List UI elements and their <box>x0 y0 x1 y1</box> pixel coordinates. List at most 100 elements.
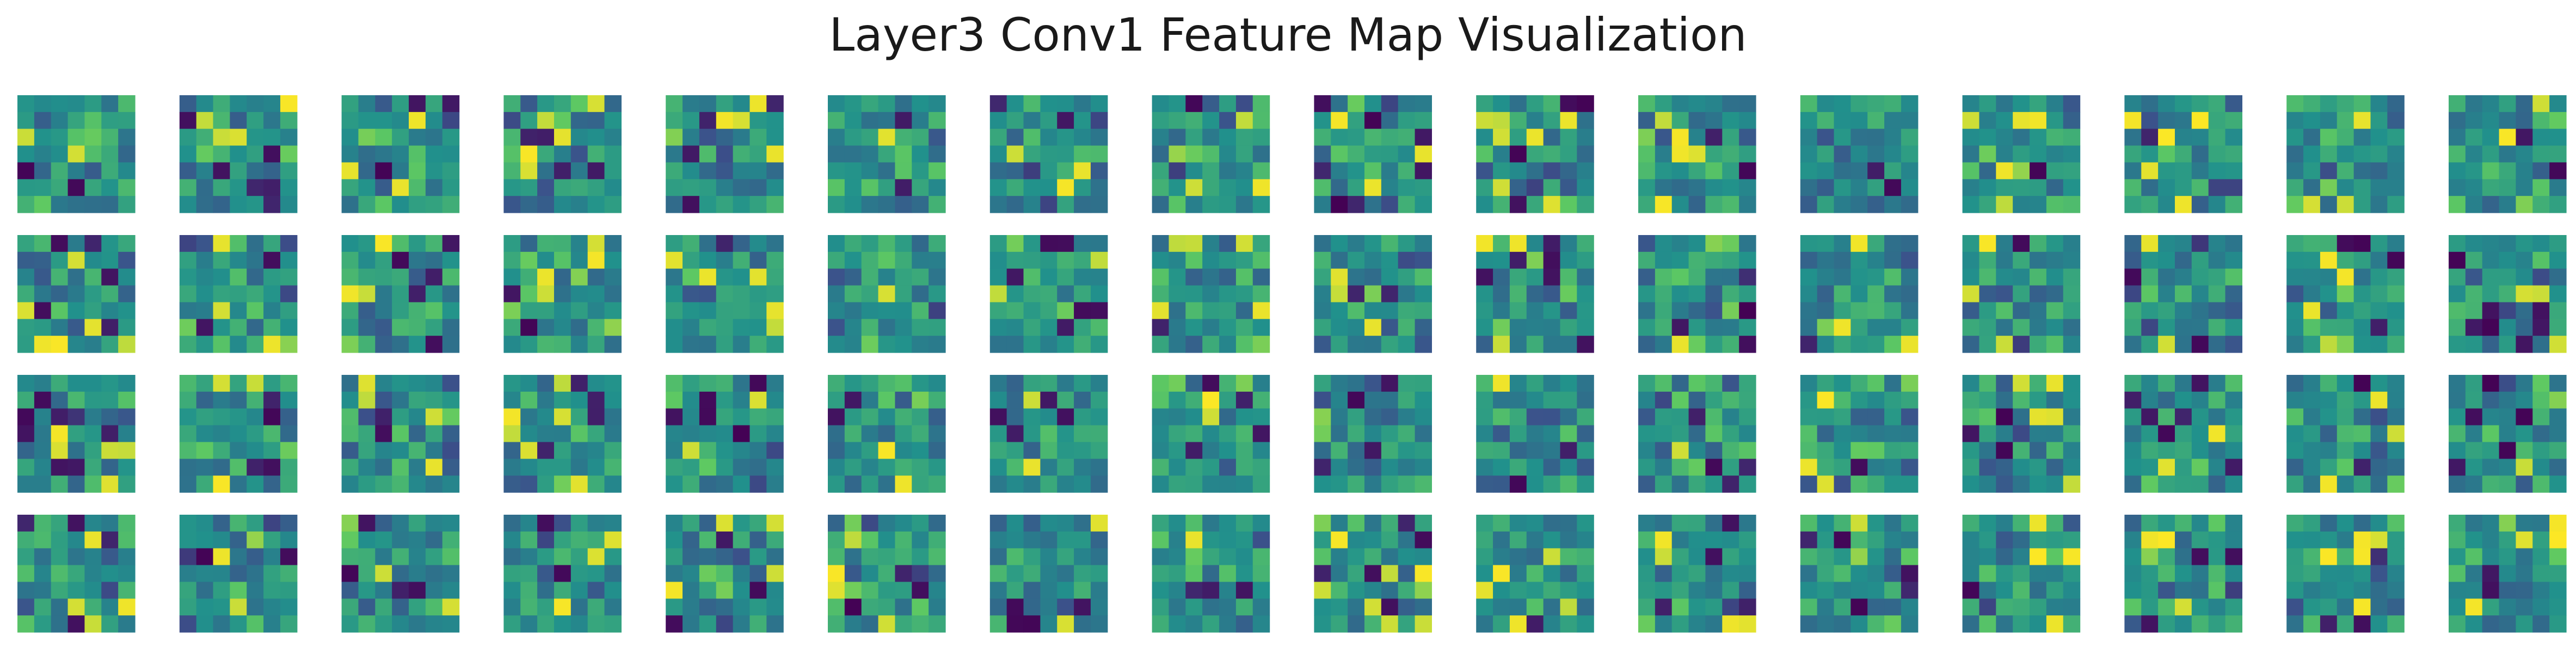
heatmap-cell <box>442 375 460 392</box>
heatmap-cell <box>733 582 751 599</box>
heatmap-cell <box>1074 476 1091 493</box>
heatmap-cell <box>230 302 247 319</box>
heatmap-cell <box>196 128 214 146</box>
heatmap-cell <box>1006 531 1024 549</box>
heatmap-cell <box>409 285 426 303</box>
heatmap-cell <box>1152 112 1170 129</box>
heatmap-cell <box>2225 375 2242 392</box>
heatmap-cell <box>844 112 862 129</box>
heatmap-cell <box>699 459 717 476</box>
heatmap-cell <box>1509 375 1527 392</box>
heatmap-cell <box>1817 95 1835 113</box>
heatmap-cell <box>1655 179 1673 196</box>
heatmap-cell <box>844 319 862 336</box>
heatmap-cell <box>1169 145 1186 163</box>
heatmap-cell <box>537 531 555 549</box>
heatmap-cell <box>2449 285 2466 303</box>
heatmap-cell <box>375 565 392 583</box>
heatmap-cell <box>2030 268 2047 286</box>
heatmap-cell <box>1057 459 1074 476</box>
heatmap-cell <box>1493 476 1510 493</box>
heatmap-cell <box>1800 196 1818 213</box>
heatmap-cell <box>537 425 555 443</box>
heatmap-cell <box>604 251 622 269</box>
heatmap-cell <box>1057 128 1074 146</box>
heatmap-cell <box>1962 442 1980 459</box>
heatmap-cell <box>51 268 69 286</box>
heatmap-cell <box>1252 375 1270 392</box>
heatmap-cell <box>34 442 52 459</box>
heatmap-cell <box>2387 235 2405 252</box>
heatmap-cell <box>1834 196 1851 213</box>
heatmap-cell <box>1526 302 1544 319</box>
heatmap-cell <box>766 459 784 476</box>
heatmap-cell <box>895 112 912 129</box>
heatmap-cell <box>2141 615 2159 633</box>
heatmap-cell <box>828 459 845 476</box>
heatmap-cell <box>84 285 102 303</box>
heatmap-cell <box>2549 375 2567 392</box>
heatmap-cell <box>2141 425 2159 443</box>
heatmap-cell <box>247 128 264 146</box>
heatmap-cell <box>1509 615 1527 633</box>
heatmap-cell <box>1560 268 1577 286</box>
heatmap-cell <box>828 548 845 566</box>
heatmap-cell <box>554 235 571 252</box>
heatmap-cell <box>1834 565 1851 583</box>
heatmap-cell <box>34 565 52 583</box>
heatmap-cell <box>1381 515 1399 532</box>
heatmap-cell <box>1688 302 1706 319</box>
heatmap-cell <box>34 112 52 129</box>
heatmap-cell <box>2046 162 2064 180</box>
heatmap-cell <box>17 598 35 616</box>
heatmap-cell <box>2013 128 2030 146</box>
heatmap-cell <box>503 515 521 532</box>
heatmap-cell <box>1040 145 1058 163</box>
heatmap-cell <box>1962 598 1980 616</box>
heatmap-cell <box>2370 565 2388 583</box>
heatmap-cell <box>2208 459 2226 476</box>
heatmap-cell <box>1638 319 1656 336</box>
heatmap-cell <box>912 582 929 599</box>
heatmap-cell <box>716 196 734 213</box>
heatmap-cell <box>1348 302 1365 319</box>
heatmap-cell <box>861 375 879 392</box>
heatmap-cell <box>84 336 102 353</box>
heatmap-cell <box>51 459 69 476</box>
heatmap-cell <box>1671 145 1689 163</box>
heatmap-cell <box>2030 548 2047 566</box>
heatmap-cell <box>263 302 281 319</box>
heatmap-cell <box>587 285 605 303</box>
heatmap-cell <box>1834 425 1851 443</box>
heatmap-cell <box>929 251 946 269</box>
heatmap-cell <box>1962 112 1980 129</box>
heatmap-cell <box>2482 128 2500 146</box>
heatmap-cell <box>247 476 264 493</box>
heatmap-cell <box>844 162 862 180</box>
heatmap-cell <box>1884 582 1902 599</box>
heatmap-cell <box>666 582 683 599</box>
heatmap-cell <box>828 95 845 113</box>
heatmap-cell <box>392 251 409 269</box>
heatmap-cell <box>392 391 409 409</box>
heatmap-cell <box>179 459 197 476</box>
heatmap-cell <box>2286 128 2304 146</box>
heatmap-cell <box>230 196 247 213</box>
heatmap-cell <box>2141 531 2159 549</box>
heatmap-cell <box>1090 598 1108 616</box>
heatmap-cell <box>1314 251 1331 269</box>
heatmap-cell <box>1415 112 1432 129</box>
heatmap-cell <box>1398 548 1416 566</box>
heatmap-cell <box>1006 285 1024 303</box>
heatmap-cell <box>683 179 700 196</box>
heatmap-cell <box>2286 162 2304 180</box>
heatmap-cell <box>1979 162 1996 180</box>
heatmap-cell <box>51 548 69 566</box>
heatmap-cell <box>67 302 85 319</box>
heatmap-cell <box>442 162 460 180</box>
heatmap-cell <box>2063 95 2081 113</box>
heatmap-cell <box>1314 336 1331 353</box>
heatmap-cell <box>1057 112 1074 129</box>
heatmap-cell <box>749 476 767 493</box>
